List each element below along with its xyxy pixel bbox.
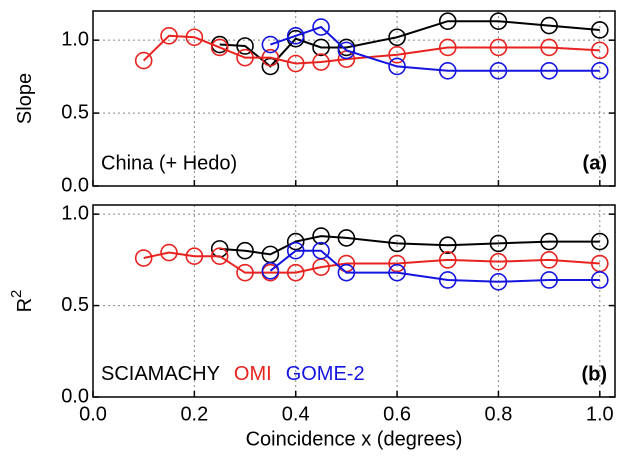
x-axis-label: Coincidence x (degrees) bbox=[246, 428, 463, 450]
marker bbox=[590, 21, 609, 39]
marker bbox=[236, 263, 254, 282]
marker bbox=[236, 48, 254, 67]
marker bbox=[590, 271, 609, 289]
marker bbox=[540, 61, 558, 80]
marker bbox=[210, 247, 229, 266]
marker bbox=[590, 232, 609, 251]
marker bbox=[438, 61, 457, 80]
marker bbox=[312, 241, 330, 260]
marker bbox=[489, 234, 508, 253]
marker bbox=[286, 232, 305, 251]
marker bbox=[160, 26, 178, 45]
marker bbox=[388, 254, 406, 273]
marker bbox=[312, 53, 330, 71]
marker bbox=[388, 45, 406, 64]
annotation: China (+ Hedo) bbox=[101, 152, 237, 174]
x-tick-label: 0.6 bbox=[383, 403, 411, 425]
marker bbox=[185, 247, 204, 266]
y-axis-label: R2 bbox=[8, 290, 36, 313]
y-axis-label-superscript: 2 bbox=[8, 290, 25, 298]
marker bbox=[286, 263, 305, 282]
marker bbox=[337, 229, 356, 247]
marker bbox=[134, 249, 153, 267]
marker bbox=[286, 54, 305, 73]
series-line bbox=[269, 249, 600, 283]
plot-frame bbox=[92, 204, 616, 398]
legend-entry: OMI bbox=[234, 363, 272, 385]
marker bbox=[388, 263, 406, 282]
marker bbox=[438, 12, 457, 31]
marker bbox=[590, 61, 609, 80]
marker bbox=[438, 251, 457, 269]
x-tick-label: 0.4 bbox=[282, 403, 310, 425]
x-tick-label: 1.0 bbox=[586, 403, 614, 425]
marker bbox=[438, 271, 457, 289]
marker bbox=[337, 41, 356, 60]
y-tick-label: 0.5 bbox=[61, 101, 89, 123]
y-tick-label: 1.0 bbox=[61, 202, 89, 224]
marker bbox=[236, 37, 254, 55]
marker bbox=[261, 35, 280, 54]
marker bbox=[438, 236, 457, 255]
marker bbox=[540, 16, 558, 35]
y-axis-label-text: Slope bbox=[14, 73, 36, 124]
y-tick-label: 0.0 bbox=[61, 174, 89, 196]
marker bbox=[489, 252, 508, 271]
legend: SCIAMACHY OMI GOME-2 bbox=[101, 363, 365, 385]
y-tick-label: 1.0 bbox=[61, 28, 89, 50]
marker bbox=[489, 12, 508, 31]
y-tick-label: 0.0 bbox=[61, 385, 89, 407]
marker bbox=[489, 61, 508, 80]
legend-entry: SCIAMACHY bbox=[101, 363, 220, 385]
x-tick-label: 0.2 bbox=[180, 403, 208, 425]
marker bbox=[540, 271, 558, 289]
y-axis-label-text: R bbox=[14, 298, 36, 312]
marker bbox=[210, 38, 229, 57]
marker bbox=[540, 232, 558, 251]
marker bbox=[590, 41, 609, 60]
marker bbox=[236, 241, 254, 260]
y-axis-label: Slope bbox=[14, 73, 36, 124]
marker bbox=[312, 227, 330, 245]
marker bbox=[261, 48, 280, 67]
marker bbox=[489, 272, 508, 291]
marker bbox=[312, 38, 330, 57]
legend-entry: GOME-2 bbox=[286, 363, 365, 385]
marker bbox=[489, 38, 508, 57]
marker bbox=[286, 26, 305, 45]
y-tick-label: 0.5 bbox=[61, 294, 89, 316]
marker bbox=[388, 28, 406, 47]
x-tick-label: 0.8 bbox=[485, 403, 513, 425]
series-line bbox=[270, 25, 600, 72]
marker bbox=[388, 234, 406, 253]
marker bbox=[160, 243, 178, 262]
marker bbox=[438, 38, 457, 57]
marker bbox=[261, 262, 280, 280]
marker bbox=[540, 38, 558, 57]
marker bbox=[312, 18, 330, 36]
marker bbox=[134, 51, 153, 70]
marker bbox=[337, 263, 356, 282]
marker bbox=[286, 241, 305, 260]
panel-label: (a) bbox=[583, 152, 607, 174]
marker bbox=[540, 251, 558, 269]
plot-frame bbox=[92, 10, 616, 187]
panel-label: (b) bbox=[581, 363, 607, 385]
marker bbox=[185, 28, 204, 47]
marker bbox=[388, 57, 406, 76]
x-tick-label: 0.0 bbox=[79, 403, 107, 425]
